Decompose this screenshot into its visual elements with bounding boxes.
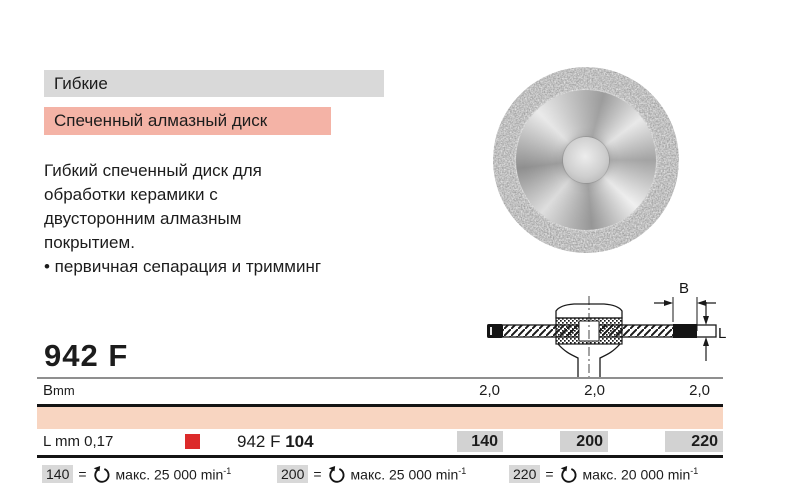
product-type-bar: Спеченный алмазный диск [44,107,331,135]
equals-sign: = [545,466,554,482]
pink-spacer-row [37,407,723,429]
b-value: 2,0 [584,382,605,399]
b-value: 2,0 [689,382,710,399]
stem-right [599,343,621,378]
disc-photo [492,66,680,254]
separator-thick [37,455,723,458]
disc-hub [563,137,609,183]
size-badge: 220 [509,465,541,483]
rim-highlight [490,327,492,335]
size-cell: 140 [457,431,503,452]
speed-label: макс. 20 000 min-1 [582,465,699,483]
size-badge: 140 [42,465,74,483]
product-code: 942 F 104 [237,432,314,451]
l-dimension-label: L mm 0,17 [43,433,114,450]
diamond-rim-right [673,324,697,338]
dim-b-label: B [679,280,689,297]
size-cell: 220 [665,431,723,452]
table-top-rule [37,377,723,379]
product-type-label: Спеченный алмазный диск [54,111,268,130]
product-variant-row: L mm 0,17 942 F 104 140 200 220 [37,429,723,455]
b-value: 2,0 [479,382,500,399]
rotation-speed-icon [560,465,577,483]
description-bullet: • первичная сепарация и тримминг [44,257,322,276]
cross-section-drawing: B L [487,280,726,378]
equals-sign: = [78,466,87,482]
dim-l-label: L [718,325,726,342]
rotation-speed-icon [328,465,345,483]
speed-label: макс. 25 000 min-1 [350,465,467,483]
diamond-rim-left [487,324,503,338]
speed-label: макс. 25 000 min-1 [115,465,232,483]
b-row-label: Bmm [43,382,75,399]
color-swatch [185,434,200,449]
product-number: 942 F [44,338,129,373]
speed-item: 220 = макс. 20 000 min-1 [509,463,698,485]
speed-item: 140 = макс. 25 000 min-1 [42,463,231,485]
size-cell: 200 [560,431,608,452]
speed-item: 200 = макс. 25 000 min-1 [277,463,466,485]
hub-dome [555,303,623,319]
size-badge: 200 [277,465,309,483]
speed-legend: 140 = макс. 25 000 min-1 200 = макс. 25 … [37,463,723,487]
rotation-speed-icon [93,465,110,483]
equals-sign: = [313,466,322,482]
b-dimension-row: Bmm 2,0 2,0 2,0 [37,379,723,404]
category-header-bar: Гибкие [44,70,384,97]
stem-left [557,343,579,378]
separator-thick [37,404,723,407]
category-label: Гибкие [54,74,108,93]
product-description: Гибкий спеченный диск для обработки кера… [44,161,262,252]
